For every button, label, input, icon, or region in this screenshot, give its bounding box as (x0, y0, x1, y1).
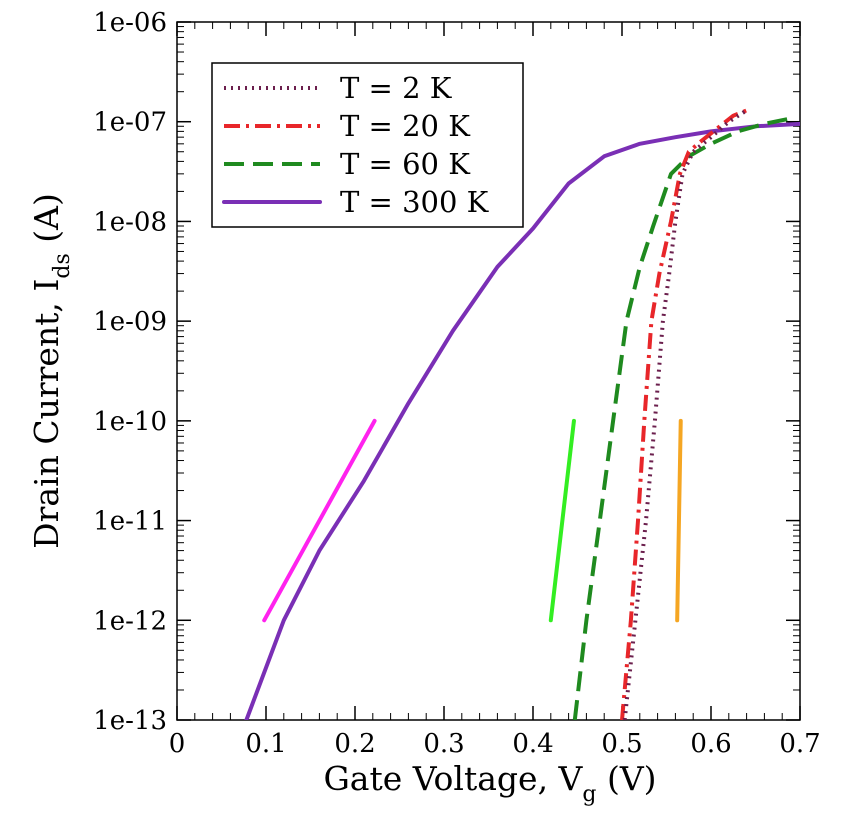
x-tick-label: 0.4 (512, 729, 553, 759)
x-tick-label: 0.3 (423, 729, 464, 759)
y-axis-title-tail: (A) (27, 193, 66, 253)
legend-label: T = 20 K (340, 109, 471, 143)
legend: T = 2 K T = 20 K T = 60 K T = 300 K (211, 62, 524, 228)
legend-box (211, 62, 524, 228)
x-tick-label: 0.5 (601, 729, 642, 759)
y-axis-title-sub: ds (50, 253, 75, 278)
reference-line-slope-green (548, 418, 576, 623)
legend-label: T = 300 K (340, 185, 490, 219)
x-axis-title-sub: g (582, 782, 596, 807)
y-axis-title: Drain Current, Ids (A) (27, 193, 75, 549)
series-line-t-300-k (244, 121, 800, 720)
reference-line-slope-60mV-dec (262, 418, 377, 623)
y-tick-label: 1e-08 (93, 207, 167, 237)
series-line-t-20-k (620, 108, 748, 720)
minor-ticks (177, 22, 800, 720)
y-tick-label: 1e-10 (93, 407, 167, 437)
y-tick-label: 1e-06 (93, 8, 167, 38)
x-tick-label: 0 (169, 729, 186, 759)
legend-label: T = 2 K (340, 71, 453, 105)
y-tick-label: 1e-13 (93, 706, 167, 736)
y-axis-title-main: Drain Current, I (27, 279, 66, 549)
y-tick-label: 1e-09 (93, 307, 167, 337)
series-line-t-60-k (572, 116, 792, 720)
series-line-t-2-k (622, 108, 748, 720)
reference-line-slope-orange (675, 418, 683, 623)
reference-lines (262, 418, 683, 623)
y-tick-label: 1e-11 (93, 507, 167, 537)
y-tick-label: 1e-12 (93, 606, 167, 636)
x-axis-title-main: Gate Voltage, V (323, 759, 583, 798)
x-tick-label: 0.1 (245, 729, 286, 759)
series-layer (244, 108, 800, 720)
y-tick-labels: 1e-13 1e-12 1e-11 1e-10 1e-09 1e-08 1e-07 1e-06 (93, 8, 167, 736)
x-tick-label: 0.2 (334, 729, 375, 759)
x-axis-title-tail: (V) (596, 759, 656, 798)
x-tick-label: 0.6 (690, 729, 731, 759)
legend-label: T = 60 K (340, 147, 471, 181)
major-ticks (176, 21, 801, 721)
x-axis-title: Gate Voltage, Vg (V) (323, 759, 656, 807)
y-tick-label: 1e-07 (93, 108, 167, 138)
x-tick-label: 0.7 (779, 729, 820, 759)
x-tick-labels: 0 0.1 0.2 0.3 0.4 0.5 0.6 0.7 (169, 729, 821, 759)
